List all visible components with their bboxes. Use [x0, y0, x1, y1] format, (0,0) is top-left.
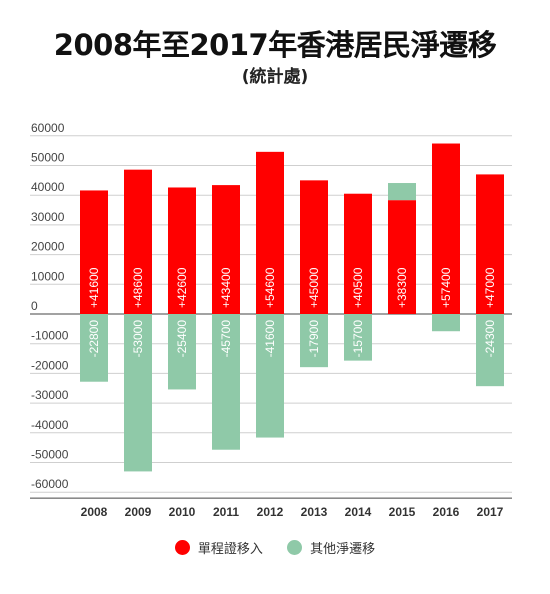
legend-label: 其他淨遷移	[310, 542, 376, 557]
bar-other	[432, 314, 460, 332]
y-tick-label: 10000	[31, 269, 65, 283]
data-label: -17900	[307, 320, 321, 358]
y-tick-label: 0	[31, 299, 38, 313]
y-tick-label: -50000	[31, 448, 69, 462]
legend-swatch-green	[287, 540, 303, 555]
legend: 單程證移入 其他淨遷移	[0, 538, 550, 559]
bar-other	[300, 314, 328, 368]
y-tick-label: 30000	[31, 210, 65, 224]
legend-label: 單程證移入	[197, 542, 263, 557]
data-label: +54600	[263, 267, 277, 308]
data-label: -41600	[263, 320, 277, 358]
bar-inflow	[432, 143, 460, 314]
bar-other	[388, 183, 416, 201]
x-tick-label: 2008	[81, 505, 108, 519]
data-label: +45000	[307, 267, 321, 308]
y-tick-label: 50000	[31, 151, 65, 165]
chart-title: 2008年至2017年香港居民淨遷移	[53, 28, 497, 62]
bar-other	[212, 314, 240, 450]
bar-inflow	[168, 187, 196, 314]
data-label: -15700	[351, 320, 365, 358]
data-label: +38300	[395, 267, 409, 308]
data-label: +41600	[87, 267, 101, 308]
y-tick-label: 60000	[31, 121, 65, 135]
data-label: -53000	[131, 320, 145, 358]
bar-inflow	[212, 185, 240, 314]
data-label: +47000	[483, 267, 497, 308]
x-tick-label: 2009	[125, 505, 152, 519]
y-tick-label: -20000	[31, 358, 69, 372]
y-tick-label: -60000	[31, 477, 69, 491]
legend-item-inflow[interactable]: 單程證移入	[174, 538, 263, 557]
data-label: -24300	[483, 320, 497, 358]
bar-other	[168, 314, 196, 390]
data-label: -22800	[87, 320, 101, 358]
bar-inflow	[124, 169, 152, 314]
bar-inflow	[388, 200, 416, 314]
y-tick-label: 40000	[31, 180, 65, 194]
bar-inflow	[256, 151, 284, 314]
x-tick-label: 2010	[169, 505, 196, 519]
y-tick-label: 20000	[31, 240, 65, 254]
legend-item-other[interactable]: 其他淨遷移	[287, 538, 375, 557]
chart-subtitle: (統計處)	[241, 67, 309, 87]
data-label: -45700	[219, 320, 233, 358]
data-label: -25400	[175, 320, 189, 358]
x-tick-label: 2016	[433, 505, 460, 519]
legend-swatch-red	[174, 540, 190, 555]
data-label: +40500	[351, 267, 365, 308]
bar-inflow	[476, 174, 504, 314]
y-tick-label: -10000	[31, 329, 69, 343]
data-label: +48600	[131, 267, 145, 308]
bar-other	[344, 314, 372, 361]
x-tick-label: 2012	[257, 505, 284, 519]
bar-other	[124, 314, 152, 472]
x-tick-label: 2017	[477, 505, 504, 519]
data-label: +57400	[439, 267, 453, 308]
y-tick-label: -40000	[31, 418, 69, 432]
x-tick-label: 2013	[301, 505, 328, 519]
data-label: +42600	[175, 267, 189, 308]
bar-inflow	[300, 180, 328, 314]
bar-other	[256, 314, 284, 438]
x-tick-label: 2014	[345, 505, 372, 519]
bar-other	[476, 314, 504, 387]
bar-other	[80, 314, 108, 382]
data-label: +43400	[219, 267, 233, 308]
y-tick-label: -30000	[31, 388, 69, 402]
bar-inflow	[80, 190, 108, 314]
x-tick-label: 2015	[389, 505, 416, 519]
x-tick-label: 2011	[213, 505, 239, 519]
bar-inflow	[344, 193, 372, 314]
